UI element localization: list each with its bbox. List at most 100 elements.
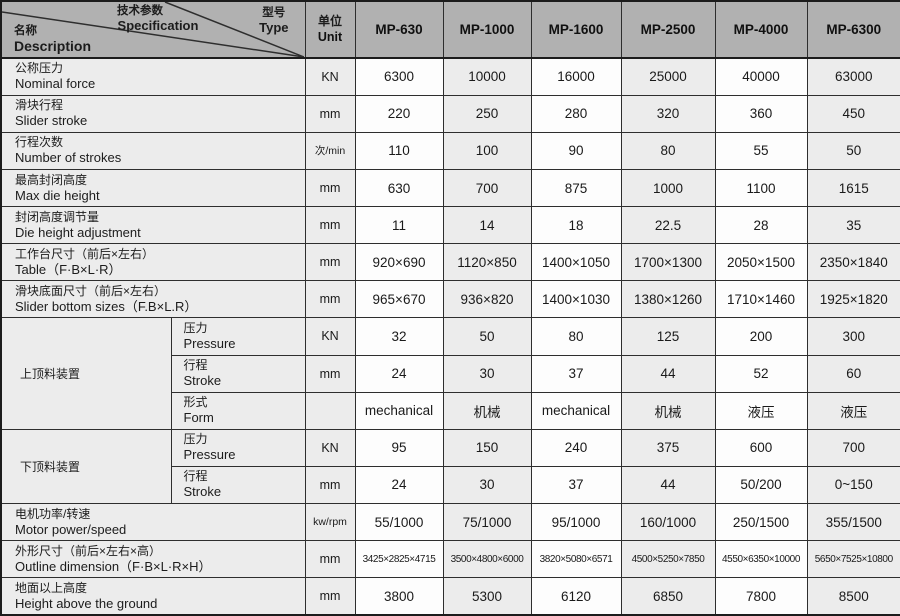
model-header: MP-1600 [530, 0, 622, 60]
row-label: 行程次数 Number of strokes [0, 131, 306, 171]
value-cell: 52 [714, 354, 808, 393]
value-cell: 3820×5080×6571 [530, 540, 622, 579]
table-row-motor-power-speed: 电机功率/转速 Motor power/speed kw/rpm 55/1000… [0, 502, 900, 542]
value-cell: 95 [354, 428, 444, 467]
unit-cell [304, 391, 356, 430]
value-cell: 3425×2825×4715 [354, 540, 444, 579]
value-cell: 355/1500 [806, 502, 900, 542]
value-cell: 200 [714, 317, 808, 356]
unit-cell: KN [304, 428, 356, 467]
sub-row-label-zh: 压力 [183, 432, 208, 447]
row-label: 滑块底面尺寸（前后×左右） Slider bottom sizes（F.B×L.… [0, 280, 306, 319]
row-label-en: Height above the ground [15, 595, 158, 611]
row-label-zh: 行程次数 [15, 135, 64, 150]
table-row-height-above-ground: 地面以上高度 Height above the ground mm 3800 5… [0, 577, 900, 616]
sub-row-label-zh: 压力 [183, 320, 208, 335]
value-cell: 11 [354, 206, 444, 245]
value-cell: 6850 [620, 577, 716, 616]
value-cell: 32 [354, 317, 444, 356]
row-label-zh: 封闭高度调节量 [15, 209, 100, 224]
table-row-number-of-strokes: 行程次数 Number of strokes 次/min 110 100 90 … [0, 131, 900, 171]
value-cell: 2050×1500 [714, 243, 808, 282]
value-cell: 160/1000 [620, 502, 716, 542]
unit-cell: 次/min [304, 131, 356, 171]
model-header: MP-2500 [620, 0, 716, 60]
value-cell: 700 [442, 168, 532, 208]
value-cell: 250/1500 [714, 502, 808, 542]
header-row: 技术参数 Specification 型号 Type 名称 Descriptio… [0, 0, 900, 60]
value-cell: 30 [442, 354, 532, 393]
description-header-label: 名称 Description [14, 24, 91, 55]
value-cell: 55/1000 [354, 502, 444, 542]
unit-header: 单位 Unit [304, 0, 356, 60]
value-cell: 1710×1460 [714, 280, 808, 319]
value-cell: 30 [442, 465, 532, 504]
type-header-label: 型号 Type [259, 6, 288, 36]
row-label: 封闭高度调节量 Die height adjustment [0, 206, 306, 245]
value-cell: 55 [714, 131, 808, 171]
value-cell: 3500×4800×6000 [442, 540, 532, 579]
unit-cell: mm [304, 465, 356, 504]
row-label-zh: 电机功率/转速 [15, 506, 91, 521]
value-cell: 965×670 [354, 280, 444, 319]
value-cell: 10000 [442, 57, 532, 96]
value-cell: 95/1000 [530, 502, 622, 542]
value-cell: 50 [806, 131, 900, 171]
unit-cell: KN [304, 317, 356, 356]
value-cell: 液压 [806, 391, 900, 430]
unit-cell: mm [304, 206, 356, 245]
unit-cell: mm [304, 168, 356, 208]
value-cell: 6120 [530, 577, 622, 616]
table-row-upper-ejector-form: 形式 Form mechanical 机械 mechanical 机械 液压 液… [1, 391, 900, 430]
row-label-en: Max die height [15, 187, 100, 203]
value-cell: 机械 [442, 391, 532, 430]
row-label: 外形尺寸（前后×左右×高） Outline dimension（F·B×L·R×… [0, 540, 306, 579]
row-label: 电机功率/转速 Motor power/speed [0, 502, 306, 542]
unit-cell: mm [304, 577, 356, 616]
sub-row-label-en: Pressure [183, 447, 236, 463]
row-label-zh: 最高封闭高度 [15, 172, 88, 187]
row-label-zh: 滑块底面尺寸（前后×左右） [15, 283, 167, 298]
unit-cell: mm [304, 354, 356, 393]
sub-row-label-en: Stroke [183, 373, 222, 389]
value-cell: 24 [354, 465, 444, 504]
spec-header-en: Specification [117, 18, 199, 33]
spec-header-label: 技术参数 Specification [80, 4, 236, 34]
value-cell: 920×690 [354, 243, 444, 282]
value-cell: 90 [530, 131, 622, 171]
value-cell: 100 [442, 131, 532, 171]
value-cell: 875 [530, 168, 622, 208]
sub-row-label-en: Pressure [183, 335, 236, 351]
table-row-max-die-height: 最高封闭高度 Max die height mm 630 700 875 100… [0, 168, 900, 208]
sub-row-label-en: Form [183, 410, 214, 426]
sub-row-label: 形式 Form [170, 391, 306, 430]
table-row-slider-bottom-size: 滑块底面尺寸（前后×左右） Slider bottom sizes（F.B×L.… [0, 280, 900, 319]
value-cell: 220 [354, 94, 444, 133]
value-cell: 63000 [806, 57, 900, 96]
value-cell: 22.5 [620, 206, 716, 245]
row-label-en: Motor power/speed [15, 521, 127, 537]
row-label-zh: 公称压力 [15, 61, 64, 76]
value-cell: 40000 [714, 57, 808, 96]
table-row-table-size: 工作台尺寸（前后×左右） Table（F·B×L·R） mm 920×690 1… [0, 243, 900, 282]
unit-cell: mm [304, 243, 356, 282]
value-cell: 50/200 [714, 465, 808, 504]
value-cell: 600 [714, 428, 808, 467]
model-header: MP-630 [354, 0, 444, 60]
row-label-zh: 地面以上高度 [15, 580, 88, 595]
row-label: 滑块行程 Slider stroke [0, 94, 306, 133]
value-cell: 700 [806, 428, 900, 467]
value-cell: 2350×1840 [806, 243, 900, 282]
table-row-lower-ejector-pressure: 下顶料装置 压力 Pressure KN 95 150 240 375 600 … [0, 428, 900, 504]
value-cell: 300 [806, 317, 900, 356]
value-cell: 1615 [806, 168, 900, 208]
value-cell: 1120×850 [442, 243, 532, 282]
unit-header-zh: 单位 [317, 14, 342, 29]
value-cell: 28 [714, 206, 808, 245]
value-cell: 37 [530, 465, 622, 504]
value-cell: 1400×1030 [530, 280, 622, 319]
value-cell: 1400×1050 [530, 243, 622, 282]
value-cell: 25000 [620, 57, 716, 96]
value-cell: 280 [530, 94, 622, 133]
value-cell: 1925×1820 [806, 280, 900, 319]
